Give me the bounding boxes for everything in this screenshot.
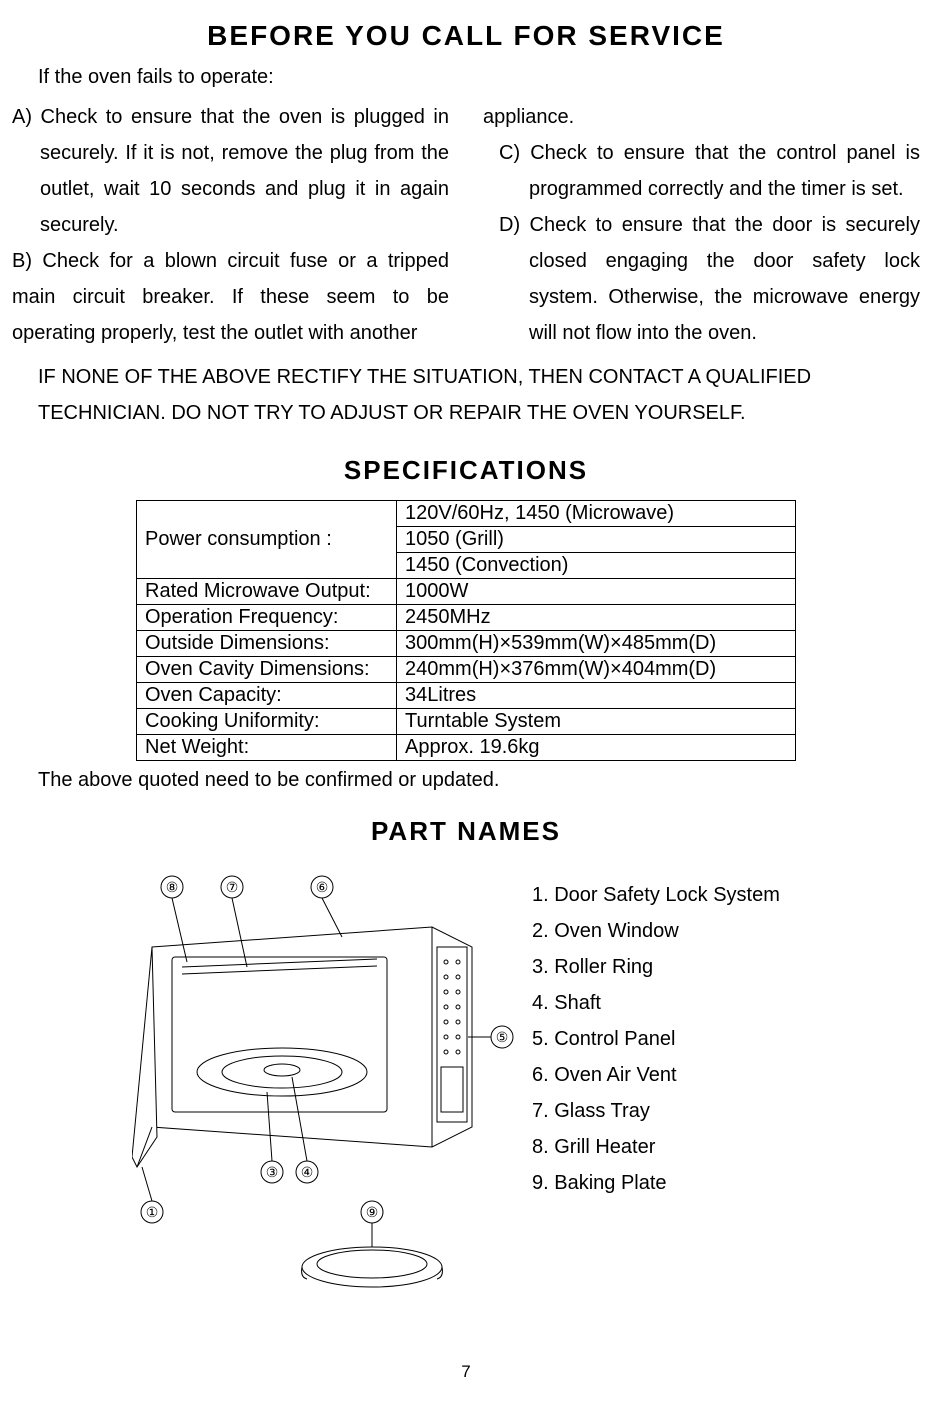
table-row: Cooking Uniformity: Turntable System: [137, 709, 796, 735]
warning-text: IF NONE OF THE ABOVE RECTIFY THE SITUATI…: [38, 359, 920, 431]
callout-8: ⑧: [166, 879, 179, 895]
spec-value: 120V/60Hz, 1450 (Microwave): [397, 501, 796, 527]
spec-value: 1450 (Convection): [397, 553, 796, 579]
list-item: 1. Door Safety Lock System: [532, 877, 780, 913]
heading-service: BEFORE YOU CALL FOR SERVICE: [12, 20, 920, 52]
spec-label: Net Weight:: [137, 735, 397, 761]
page-number: 7: [12, 1362, 920, 1382]
heading-parts: PART NAMES: [12, 816, 920, 847]
spec-value: 34Litres: [397, 683, 796, 709]
table-row: Outside Dimensions: 300mm(H)×539mm(W)×48…: [137, 631, 796, 657]
callout-9: ⑨: [366, 1204, 379, 1220]
list-item: 9. Baking Plate: [532, 1165, 780, 1201]
spec-label: Oven Capacity:: [137, 683, 397, 709]
spec-note: The above quoted need to be confirmed or…: [38, 769, 920, 792]
list-item: 3. Roller Ring: [532, 949, 780, 985]
spec-value: 240mm(H)×376mm(W)×404mm(D): [397, 657, 796, 683]
item-a: A) Check to ensure that the oven is plug…: [12, 99, 449, 243]
callout-7: ⑦: [226, 879, 239, 895]
spec-value: 1050 (Grill): [397, 527, 796, 553]
parts-section: ⑧ ⑦ ⑥: [12, 867, 920, 1302]
spec-label: Rated Microwave Output:: [137, 579, 397, 605]
microwave-diagram: ⑧ ⑦ ⑥: [132, 867, 522, 1302]
spec-label: Outside Dimensions:: [137, 631, 397, 657]
spec-value: 2450MHz: [397, 605, 796, 631]
table-row: Oven Capacity: 34Litres: [137, 683, 796, 709]
spec-value: 300mm(H)×539mm(W)×485mm(D): [397, 631, 796, 657]
list-item: 8. Grill Heater: [532, 1129, 780, 1165]
spec-label: Power consumption :: [137, 501, 397, 579]
callout-5: ⑤: [496, 1029, 509, 1045]
callout-3: ③: [266, 1164, 279, 1180]
list-item: 6. Oven Air Vent: [532, 1057, 780, 1093]
list-item: 5. Control Panel: [532, 1021, 780, 1057]
table-row: Net Weight: Approx. 19.6kg: [137, 735, 796, 761]
list-item: 2. Oven Window: [532, 913, 780, 949]
item-c: C) Check to ensure that the control pane…: [483, 135, 920, 207]
spec-label: Operation Frequency:: [137, 605, 397, 631]
heading-specs: SPECIFICATIONS: [12, 455, 920, 486]
parts-list: 1. Door Safety Lock System 2. Oven Windo…: [532, 877, 780, 1201]
column-left: A) Check to ensure that the oven is plug…: [12, 99, 449, 351]
spec-value: 1000W: [397, 579, 796, 605]
table-row: Power consumption : 120V/60Hz, 1450 (Mic…: [137, 501, 796, 527]
spec-value: Approx. 19.6kg: [397, 735, 796, 761]
callout-1: ①: [146, 1204, 159, 1220]
column-right: appliance. C) Check to ensure that the c…: [483, 99, 920, 351]
callout-6: ⑥: [316, 879, 329, 895]
table-row: Operation Frequency: 2450MHz: [137, 605, 796, 631]
spec-label: Oven Cavity Dimensions:: [137, 657, 397, 683]
item-b: B) Check for a blown circuit fuse or a t…: [12, 243, 449, 351]
list-item: 7. Glass Tray: [532, 1093, 780, 1129]
callout-4: ④: [301, 1164, 314, 1180]
item-d: D) Check to ensure that the door is secu…: [483, 207, 920, 351]
list-item: 4. Shaft: [532, 985, 780, 1021]
microwave-line-art-icon: ⑧ ⑦ ⑥: [132, 867, 522, 1297]
service-columns: A) Check to ensure that the oven is plug…: [12, 99, 920, 351]
spec-table: Power consumption : 120V/60Hz, 1450 (Mic…: [136, 500, 796, 761]
spec-label: Cooking Uniformity:: [137, 709, 397, 735]
intro-text: If the oven fails to operate:: [38, 66, 920, 89]
item-b-continued: appliance.: [483, 99, 920, 135]
table-row: Rated Microwave Output: 1000W: [137, 579, 796, 605]
table-row: Oven Cavity Dimensions: 240mm(H)×376mm(W…: [137, 657, 796, 683]
spec-value: Turntable System: [397, 709, 796, 735]
